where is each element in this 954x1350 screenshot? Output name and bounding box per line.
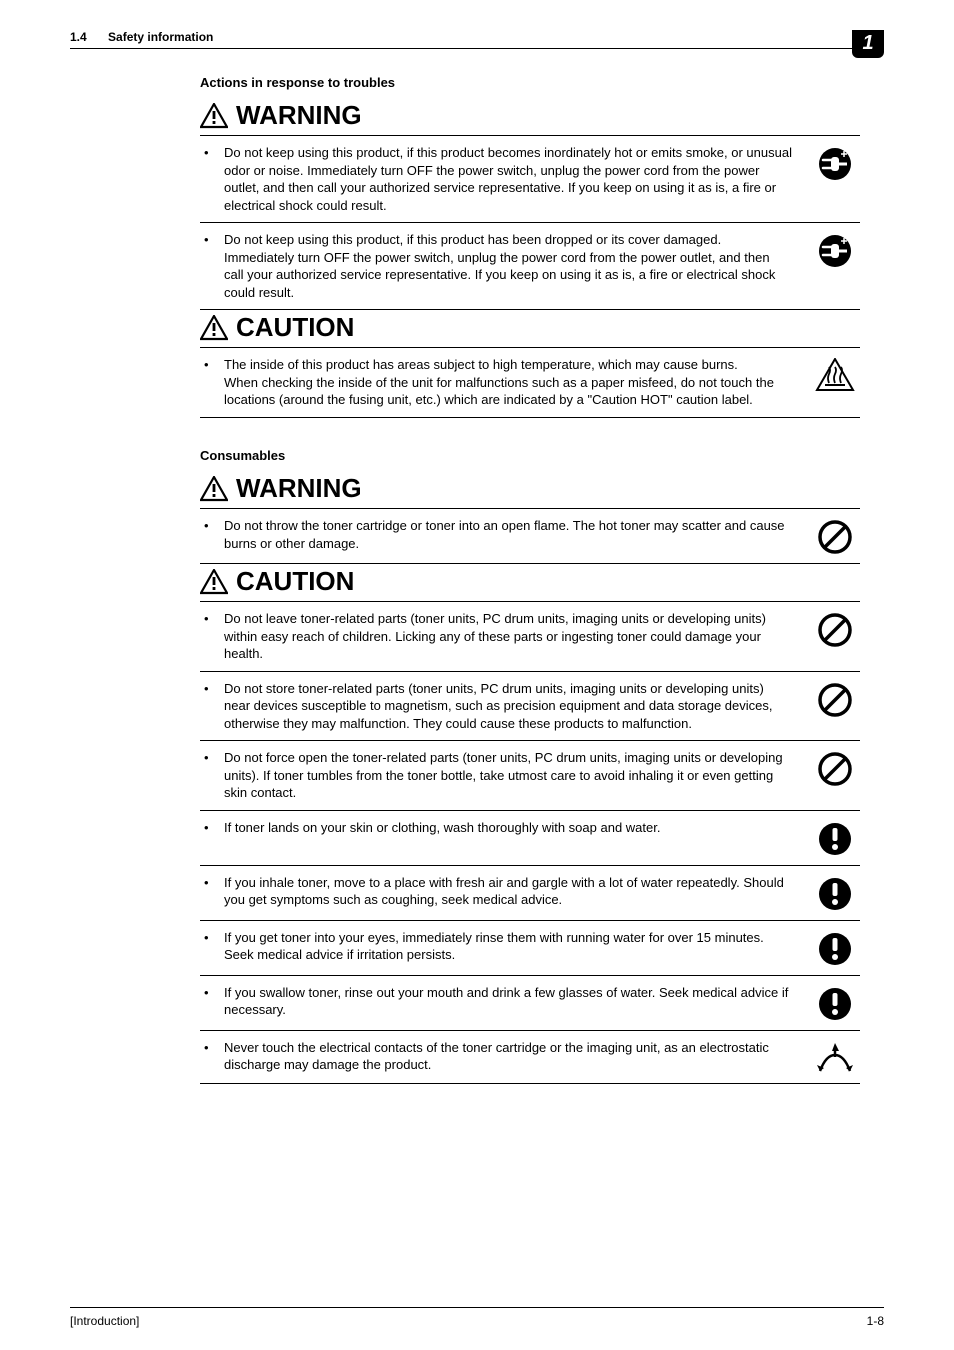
section-block: ConsumablesWARNING•Do not throw the tone…	[200, 448, 860, 1084]
prohibit-icon	[817, 751, 853, 787]
row-text: •Do not keep using this product, if this…	[200, 144, 792, 214]
chapter-tab: 1	[852, 30, 884, 58]
prohibit-icon	[817, 612, 853, 648]
bullet: •	[200, 749, 224, 802]
safety-row: •Do not throw the toner cartridge or ton…	[200, 509, 860, 564]
warning-triangle-icon	[200, 103, 228, 129]
unplug-icon	[817, 146, 853, 182]
row-para: Do not keep using this product, if this …	[224, 231, 792, 301]
bullet: •	[200, 874, 224, 912]
safety-row: •Do not keep using this product, if this…	[200, 136, 860, 223]
safety-row: •Never touch the electrical contacts of …	[200, 1031, 860, 1084]
row-icon	[810, 819, 860, 857]
bullet: •	[200, 984, 224, 1022]
sub-title: Consumables	[200, 448, 860, 463]
footer-right: 1-8	[867, 1314, 884, 1328]
row-text: •Do not throw the toner cartridge or ton…	[200, 517, 792, 555]
footer-left: [Introduction]	[70, 1314, 139, 1328]
row-para: Do not leave toner-related parts (toner …	[224, 610, 792, 663]
page-header: 1.4 Safety information	[70, 30, 884, 49]
bullet: •	[200, 144, 224, 214]
row-icon	[810, 984, 860, 1022]
caution-banner: CAUTION	[200, 310, 860, 348]
mandatory-icon	[817, 986, 853, 1022]
safety-row: •Do not store toner-related parts (toner…	[200, 672, 860, 742]
row-text: •Do not store toner-related parts (toner…	[200, 680, 792, 733]
section-block: Actions in response to troublesWARNING•D…	[200, 75, 860, 418]
section-number: 1.4	[70, 30, 87, 44]
safety-row: •Do not keep using this product, if this…	[200, 223, 860, 310]
bullet: •	[200, 356, 224, 409]
row-para: If you inhale toner, move to a place wit…	[224, 874, 792, 912]
bullet: •	[200, 517, 224, 555]
row-para: Do not force open the toner-related part…	[224, 749, 792, 802]
esd-icon	[816, 1041, 854, 1075]
safety-row: •Do not force open the toner-related par…	[200, 741, 860, 811]
section-title: Safety information	[108, 30, 213, 44]
bullet: •	[200, 1039, 224, 1075]
page-content: Actions in response to troublesWARNING•D…	[200, 75, 860, 1084]
sub-title: Actions in response to troubles	[200, 75, 860, 90]
safety-row: •If you get toner into your eyes, immedi…	[200, 921, 860, 976]
row-icon	[810, 874, 860, 912]
row-icon	[810, 929, 860, 967]
row-text: •If you get toner into your eyes, immedi…	[200, 929, 792, 967]
header-left: 1.4 Safety information	[70, 30, 213, 44]
row-icon	[810, 680, 860, 733]
row-text: •If you swallow toner, rinse out your mo…	[200, 984, 792, 1022]
row-para: Do not store toner-related parts (toner …	[224, 680, 792, 733]
banner-label: WARNING	[236, 100, 362, 131]
bullet: •	[200, 929, 224, 967]
caution-banner: CAUTION	[200, 564, 860, 602]
warning-triangle-icon	[200, 315, 228, 341]
warning-triangle-icon	[200, 476, 228, 502]
row-text: •Do not keep using this product, if this…	[200, 231, 792, 301]
row-para: Never touch the electrical contacts of t…	[224, 1039, 792, 1075]
prohibit-icon	[817, 519, 853, 555]
mandatory-icon	[817, 821, 853, 857]
row-icon	[810, 610, 860, 663]
warning-triangle-icon	[200, 569, 228, 595]
row-text: •If toner lands on your skin or clothing…	[200, 819, 792, 857]
bullet: •	[200, 680, 224, 733]
warning-banner: WARNING	[200, 471, 860, 509]
row-icon	[810, 356, 860, 409]
banner-label: WARNING	[236, 473, 362, 504]
hot-surface-icon	[815, 358, 855, 394]
prohibit-icon	[817, 682, 853, 718]
row-para: The inside of this product has areas sub…	[224, 356, 792, 409]
safety-row: •The inside of this product has areas su…	[200, 348, 860, 418]
row-icon	[810, 1039, 860, 1075]
safety-row: •If you swallow toner, rinse out your mo…	[200, 976, 860, 1031]
unplug-icon	[817, 233, 853, 269]
row-text: •The inside of this product has areas su…	[200, 356, 792, 409]
row-text: •Do not leave toner-related parts (toner…	[200, 610, 792, 663]
row-para: If toner lands on your skin or clothing,…	[224, 819, 660, 857]
row-para: Do not keep using this product, if this …	[224, 144, 792, 214]
bullet: •	[200, 819, 224, 857]
banner-label: CAUTION	[236, 566, 354, 597]
banner-label: CAUTION	[236, 312, 354, 343]
row-para: Do not throw the toner cartridge or tone…	[224, 517, 792, 555]
row-para: If you get toner into your eyes, immedia…	[224, 929, 792, 967]
mandatory-icon	[817, 931, 853, 967]
bullet: •	[200, 610, 224, 663]
row-icon	[810, 517, 860, 555]
row-para: If you swallow toner, rinse out your mou…	[224, 984, 792, 1022]
row-icon	[810, 231, 860, 301]
bullet: •	[200, 231, 224, 301]
row-text: •Never touch the electrical contacts of …	[200, 1039, 792, 1075]
safety-row: •Do not leave toner-related parts (toner…	[200, 602, 860, 672]
page-footer: [Introduction] 1-8	[70, 1307, 884, 1328]
safety-row: •If toner lands on your skin or clothing…	[200, 811, 860, 866]
row-text: •Do not force open the toner-related par…	[200, 749, 792, 802]
row-icon	[810, 144, 860, 214]
row-icon	[810, 749, 860, 802]
row-text: •If you inhale toner, move to a place wi…	[200, 874, 792, 912]
safety-row: •If you inhale toner, move to a place wi…	[200, 866, 860, 921]
warning-banner: WARNING	[200, 98, 860, 136]
mandatory-icon	[817, 876, 853, 912]
